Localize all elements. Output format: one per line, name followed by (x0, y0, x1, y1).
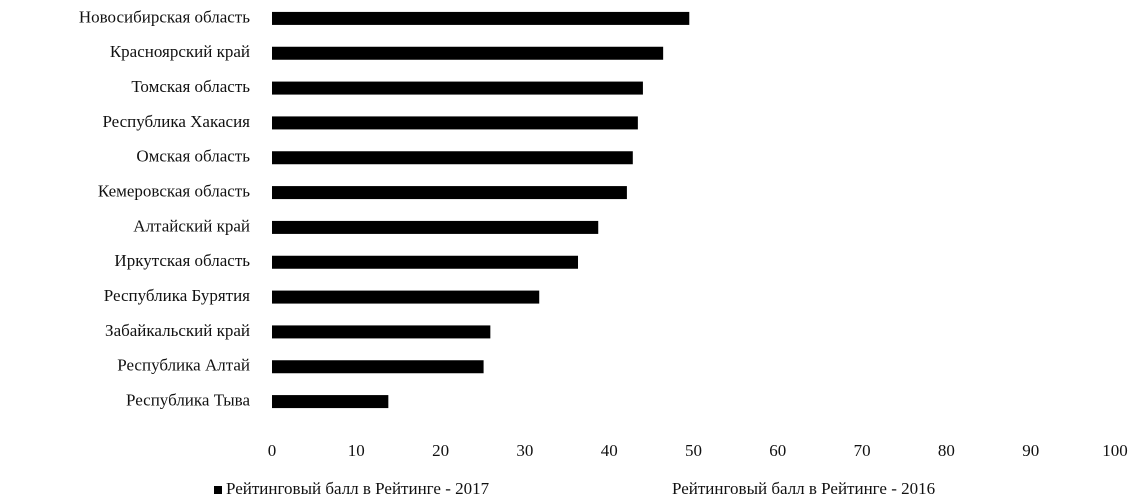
bar (272, 46, 664, 60)
bar (272, 325, 491, 339)
legend-label: Рейтинговый балл в Рейтинге - 2017 (226, 479, 490, 498)
y-tick-label: Кемеровская область (98, 181, 250, 200)
x-tick-label: 20 (432, 441, 449, 460)
y-tick-label: Томская область (131, 77, 250, 96)
y-tick-label: Забайкальский край (105, 321, 250, 340)
bar (272, 81, 643, 95)
x-tick-label: 60 (769, 441, 786, 460)
x-tick-label: 40 (601, 441, 618, 460)
y-tick-label: Республика Тыва (126, 390, 250, 409)
x-tick-label: 70 (854, 441, 871, 460)
bar (272, 255, 579, 269)
bar (272, 186, 627, 200)
y-tick-label: Алтайский край (133, 216, 250, 235)
x-tick-label: 0 (268, 441, 277, 460)
bar (272, 395, 389, 409)
y-tick-label: Республика Алтай (117, 356, 250, 375)
x-tick-label: 80 (938, 441, 955, 460)
bar (272, 11, 690, 25)
bar (272, 360, 484, 374)
y-tick-label: Новосибирская область (79, 7, 250, 26)
x-tick-label: 50 (685, 441, 702, 460)
y-tick-label: Омская область (136, 147, 250, 166)
bar (272, 220, 599, 234)
x-tick-label: 10 (348, 441, 365, 460)
x-tick-label: 100 (1102, 441, 1128, 460)
bar (272, 116, 638, 130)
legend-marker (660, 486, 668, 494)
bar (272, 151, 633, 165)
x-tick-label: 30 (516, 441, 533, 460)
y-tick-label: Республика Хакасия (102, 112, 250, 131)
legend-label: Рейтинговый балл в Рейтинге - 2016 (672, 479, 935, 498)
y-tick-label: Иркутская область (114, 251, 250, 270)
legend-marker (214, 486, 222, 494)
y-tick-label: Красноярский край (110, 42, 250, 61)
x-tick-label: 90 (1022, 441, 1039, 460)
y-tick-label: Республика Бурятия (104, 286, 250, 305)
bar (272, 290, 540, 304)
